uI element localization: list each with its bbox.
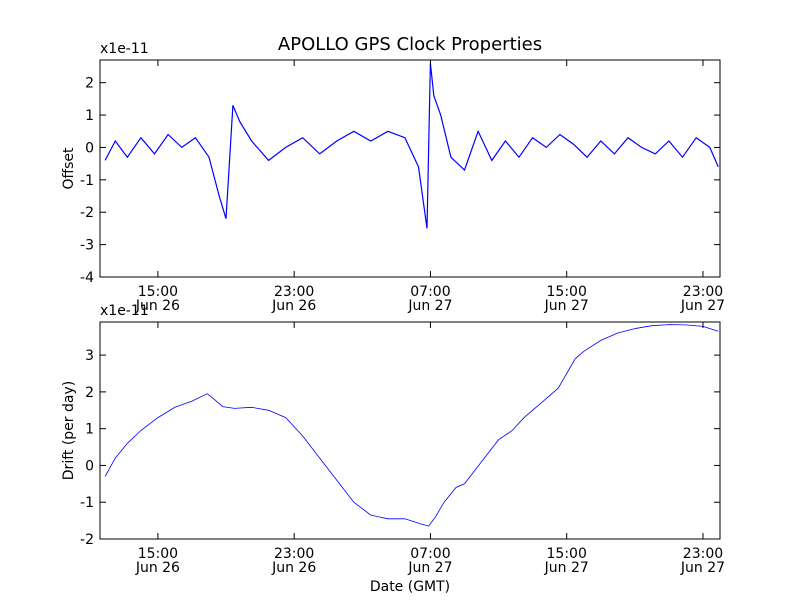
drift-y-axis-label: Drift (per day) xyxy=(61,381,77,480)
drift-x-tick-date-label: Jun 27 xyxy=(407,560,452,576)
drift-x-tick-time-label: 23:00 xyxy=(274,546,314,562)
offset-series-line xyxy=(104,63,719,229)
drift-y-tick-label: 2 xyxy=(85,385,94,401)
offset-y-axis-label: Offset xyxy=(61,147,77,190)
drift-y-tick-label: 3 xyxy=(85,348,94,364)
offset-x-tick-time-label: 23:00 xyxy=(274,284,314,300)
drift-y-tick-label: -1 xyxy=(80,495,94,511)
offset-x-tick-date-label: Jun 27 xyxy=(544,298,589,314)
offset-y-tick-label: 2 xyxy=(85,76,94,92)
offset-x-tick-date-label: Jun 26 xyxy=(135,298,180,314)
offset-x-tick-date-label: Jun 27 xyxy=(407,298,452,314)
offset-x-tick-time-label: 15:00 xyxy=(547,284,587,300)
offset-y-tick-label: -4 xyxy=(80,270,94,286)
drift-x-tick-time-label: 23:00 xyxy=(683,546,723,562)
offset-scale-label: x1e-11 xyxy=(100,41,149,57)
offset-y-tick-label: 0 xyxy=(85,140,94,156)
offset-x-tick-time-label: 23:00 xyxy=(683,284,723,300)
drift-x-tick-time-label: 15:00 xyxy=(138,546,178,562)
drift-x-tick-time-label: 15:00 xyxy=(547,546,587,562)
drift-y-tick-label: -2 xyxy=(80,532,94,548)
drift-x-tick-time-label: 07:00 xyxy=(410,546,450,562)
drift-x-tick-date-label: Jun 26 xyxy=(135,560,180,576)
drift-x-tick-date-label: Jun 27 xyxy=(544,560,589,576)
drift-scale-label: x1e-11 xyxy=(100,303,149,319)
drift-series-line xyxy=(104,324,719,527)
drift-plot-frame xyxy=(99,321,721,540)
offset-x-tick-date-label: Jun 26 xyxy=(271,298,316,314)
offset-x-tick-date-label: Jun 27 xyxy=(680,298,725,314)
offset-plot-frame xyxy=(99,59,721,278)
drift-y-tick-label: 0 xyxy=(85,458,94,474)
chart-title: APOLLO GPS Clock Properties xyxy=(278,34,542,55)
drift-x-tick-date-label: Jun 27 xyxy=(680,560,725,576)
drift-y-tick-label: 1 xyxy=(85,422,94,438)
offset-x-tick-time-label: 15:00 xyxy=(138,284,178,300)
drift-x-axis-label: Date (GMT) xyxy=(370,579,450,595)
offset-y-tick-label: -3 xyxy=(80,238,94,254)
offset-y-tick-label: -1 xyxy=(80,173,94,189)
offset-x-tick-time-label: 07:00 xyxy=(410,284,450,300)
drift-x-tick-date-label: Jun 26 xyxy=(271,560,316,576)
offset-y-tick-label: 1 xyxy=(85,108,94,124)
offset-y-tick-label: -2 xyxy=(80,205,94,221)
